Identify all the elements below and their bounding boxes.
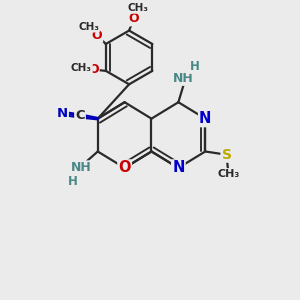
Text: C: C xyxy=(75,110,85,122)
Text: O: O xyxy=(128,12,139,26)
Text: H: H xyxy=(68,175,78,188)
Text: O: O xyxy=(118,160,131,175)
Text: H: H xyxy=(189,60,199,73)
Text: CH₃: CH₃ xyxy=(78,22,99,32)
Text: N: N xyxy=(199,111,212,126)
Text: NH: NH xyxy=(173,72,194,85)
Text: NH: NH xyxy=(70,161,92,174)
Text: O: O xyxy=(92,28,102,42)
Text: S: S xyxy=(221,148,232,162)
Text: N: N xyxy=(172,160,184,175)
Text: O: O xyxy=(88,63,99,76)
Text: CH₃: CH₃ xyxy=(217,169,240,179)
Text: CH₃: CH₃ xyxy=(71,63,92,74)
Text: N: N xyxy=(57,107,68,120)
Text: CH₃: CH₃ xyxy=(128,3,149,13)
